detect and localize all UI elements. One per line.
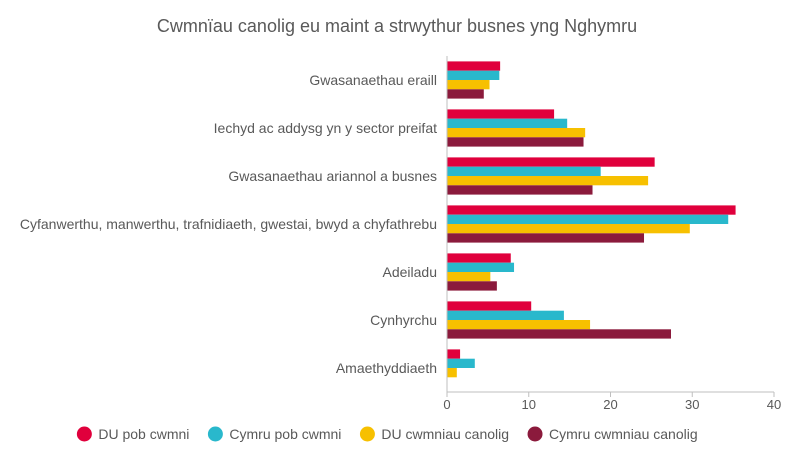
bar-6-4 [447, 329, 671, 339]
x-tick-label: 40 [767, 397, 781, 412]
bar-2-1 [447, 109, 555, 119]
bar-3-4 [447, 185, 593, 195]
bar-6-3 [447, 320, 591, 330]
x-tick-label: 0 [443, 397, 450, 412]
category-label: Cynhyrchu [370, 312, 437, 328]
bar-3-2 [447, 166, 601, 176]
bar-2-4 [447, 137, 584, 147]
legend: DU pob cwmni Cymru pob cwmni DU cwmniau ca… [76, 426, 698, 442]
bar-3-1 [447, 157, 655, 167]
legend-marker [359, 426, 375, 442]
bar-2-3 [447, 128, 586, 138]
x-tick-label: 30 [685, 397, 699, 412]
bar-5-3 [447, 272, 491, 282]
legend-label: DU pob cwmni [98, 426, 189, 442]
bar-1-4 [447, 89, 484, 99]
bar-5-2 [447, 262, 515, 272]
bar-3-3 [447, 176, 649, 186]
bar-4-2 [447, 214, 729, 224]
legend-label: Cymru cwmniau canolig [549, 426, 698, 442]
bar-1-1 [447, 61, 501, 71]
category-label: Iechyd ac addysg yn y sector preifat [214, 120, 437, 136]
x-axis-ticks: 0 10 20 30 40 [443, 392, 781, 412]
bar-7-3 [447, 368, 457, 378]
category-label: Amaethyddiaeth [336, 360, 437, 376]
bar-6-1 [447, 301, 532, 311]
category-label: Gwasanaethau eraill [309, 72, 437, 88]
category-label: Adeiladu [383, 264, 438, 280]
bar-2-2 [447, 118, 568, 128]
bar-4-4 [447, 233, 645, 243]
legend-marker [527, 426, 543, 442]
category-label: Gwasanaethau ariannol a busnes [228, 168, 437, 184]
x-tick-label: 20 [603, 397, 617, 412]
bar-4-3 [447, 224, 690, 234]
bar-7-1 [447, 349, 461, 359]
bar-6-2 [447, 310, 564, 320]
category-label: Cyfanwerthu, manwerthu, trafnidiaeth, gw… [20, 216, 437, 232]
bar-7-2 [447, 358, 475, 368]
bar-4-1 [447, 205, 736, 215]
legend-marker [207, 426, 223, 442]
legend-label: DU cwmniau canolig [381, 426, 509, 442]
bar-5-1 [447, 253, 511, 263]
bar-1-3 [447, 80, 490, 90]
category-labels: Gwasanaethau eraill Iechyd ac addysg yn y… [20, 72, 437, 376]
legend-marker [76, 426, 92, 442]
bar-5-4 [447, 281, 497, 291]
x-tick-label: 10 [522, 397, 536, 412]
bars-group [447, 61, 736, 378]
bar-1-2 [447, 70, 500, 80]
chart-title: Cwmnïau canolig eu maint a strwythur bus… [157, 16, 637, 36]
legend-label: Cymru pob cwmni [229, 426, 341, 442]
